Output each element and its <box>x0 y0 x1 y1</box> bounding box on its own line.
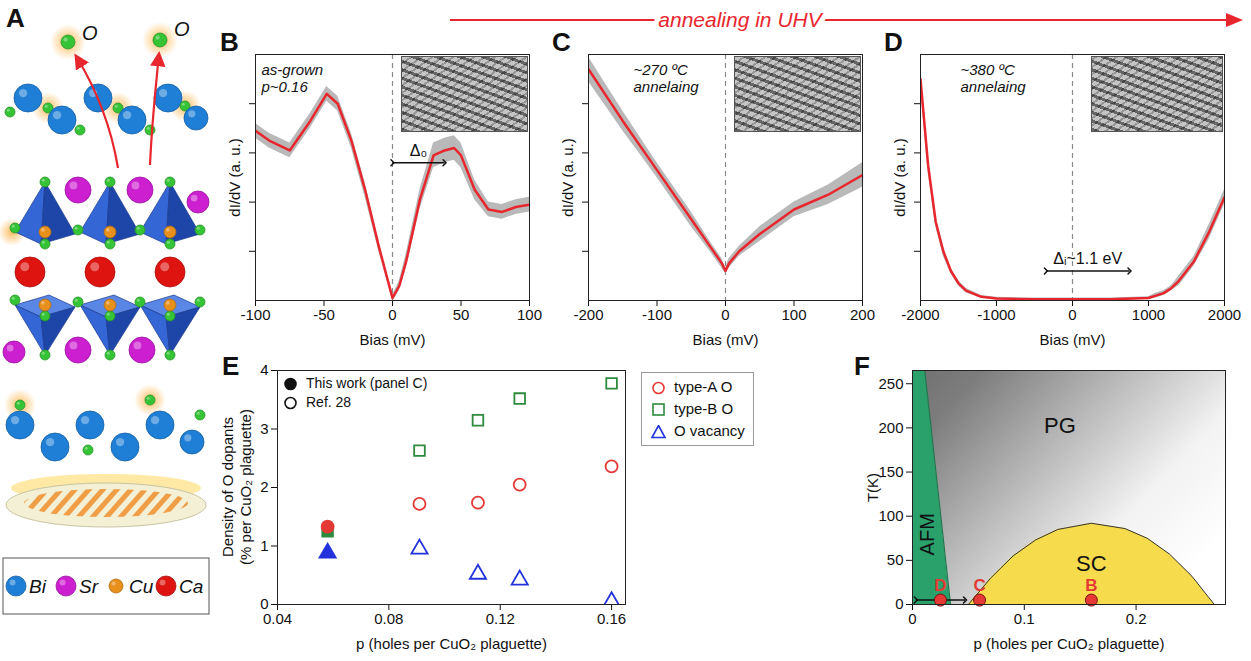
html-text:B: B <box>220 27 239 57</box>
svg-text:0.16: 0.16 <box>597 610 626 627</box>
svg-text:0.12: 0.12 <box>486 610 515 627</box>
svg-text:0: 0 <box>721 306 729 323</box>
html-text:C: C <box>552 27 571 57</box>
html-text:This work (panel C): This work (panel C) <box>306 375 428 391</box>
html-text:E: E <box>222 351 240 381</box>
svg-text:Cu: Cu <box>129 576 154 597</box>
svg-text:4: 4 <box>260 361 268 378</box>
svg-text:C: C <box>973 576 985 595</box>
html-text:A: A <box>6 3 25 33</box>
svg-text:Bias (mV): Bias (mV) <box>1040 331 1106 348</box>
svg-text:0: 0 <box>895 595 903 612</box>
html-text:type-A O: type-A O <box>674 378 733 395</box>
svg-text:Density of O dopants(% per CuO: Density of O dopants(% per CuO₂ plaguett… <box>219 409 254 565</box>
svg-text:-1000: -1000 <box>977 306 1015 323</box>
svg-text:1000: 1000 <box>1132 306 1165 323</box>
svg-text:200: 200 <box>878 419 903 436</box>
svg-text:O: O <box>174 18 190 40</box>
svg-text:Δᵢ~1.1 eV: Δᵢ~1.1 eV <box>1053 250 1122 267</box>
svg-text:-100: -100 <box>240 306 270 323</box>
svg-text:dI/dV (a. u.): dI/dV (a. u.) <box>226 138 243 216</box>
svg-text:PG: PG <box>1044 413 1076 438</box>
svg-text:as-grownp~0.16: as-grownp~0.16 <box>261 61 324 95</box>
svg-text:~380 ºCannelaing: ~380 ºCannelaing <box>961 61 1027 95</box>
svg-text:100: 100 <box>781 306 806 323</box>
svg-text:2: 2 <box>260 478 268 495</box>
svg-text:SC: SC <box>1076 551 1107 576</box>
svg-text:Ca: Ca <box>179 576 203 597</box>
html-text:D: D <box>884 27 903 57</box>
svg-text:50: 50 <box>887 551 904 568</box>
html-text:Ref. 28: Ref. 28 <box>306 394 352 410</box>
svg-text:100: 100 <box>878 507 903 524</box>
svg-text:0: 0 <box>908 610 916 627</box>
svg-text:-2000: -2000 <box>901 306 939 323</box>
svg-text:dI/dV (a. u.): dI/dV (a. u.) <box>891 138 908 216</box>
svg-text:T(K): T(K) <box>864 473 881 502</box>
svg-text:250: 250 <box>878 375 903 392</box>
svg-text:-50: -50 <box>313 306 335 323</box>
svg-text:200: 200 <box>850 306 875 323</box>
svg-text:-100: -100 <box>642 306 672 323</box>
svg-text:100: 100 <box>517 306 542 323</box>
svg-text:-200: -200 <box>573 306 603 323</box>
svg-text:50: 50 <box>453 306 470 323</box>
html-text:F: F <box>854 351 870 381</box>
svg-text:D: D <box>934 576 946 595</box>
svg-text:0: 0 <box>260 595 269 613</box>
html-text:type-B O: type-B O <box>674 400 734 417</box>
svg-text:3: 3 <box>260 420 268 437</box>
svg-text:1: 1 <box>260 537 268 554</box>
svg-text:p (holes per CuO₂ plaguette): p (holes per CuO₂ plaguette) <box>356 635 547 652</box>
svg-text:0: 0 <box>1068 306 1076 323</box>
svg-text:0: 0 <box>388 306 396 323</box>
svg-text:0.2: 0.2 <box>1126 610 1147 627</box>
svg-text:2000: 2000 <box>1208 306 1241 323</box>
svg-text:0.1: 0.1 <box>1014 610 1035 627</box>
svg-text:B: B <box>1085 576 1097 595</box>
html-text:O vacancy: O vacancy <box>674 422 745 439</box>
svg-text:0.08: 0.08 <box>374 610 403 627</box>
svg-text:150: 150 <box>878 463 903 480</box>
svg-text:Δ₀: Δ₀ <box>410 142 427 159</box>
svg-text:dI/dV (a. u.): dI/dV (a. u.) <box>559 138 576 216</box>
svg-text:Sr: Sr <box>79 576 99 597</box>
svg-text:O: O <box>82 22 98 44</box>
svg-text:p (holes per CuO₂ plaguette): p (holes per CuO₂ plaguette) <box>974 635 1165 652</box>
svg-text:0.04: 0.04 <box>263 610 292 627</box>
svg-text:Bias (mV): Bias (mV) <box>360 331 426 348</box>
svg-text:AFM: AFM <box>916 513 938 555</box>
svg-text:annealing in UHV: annealing in UHV <box>658 8 823 31</box>
svg-text:~270 ºCannelaing: ~270 ºCannelaing <box>634 61 700 95</box>
svg-text:Bias (mV): Bias (mV) <box>693 331 759 348</box>
svg-text:Bi: Bi <box>29 576 47 597</box>
